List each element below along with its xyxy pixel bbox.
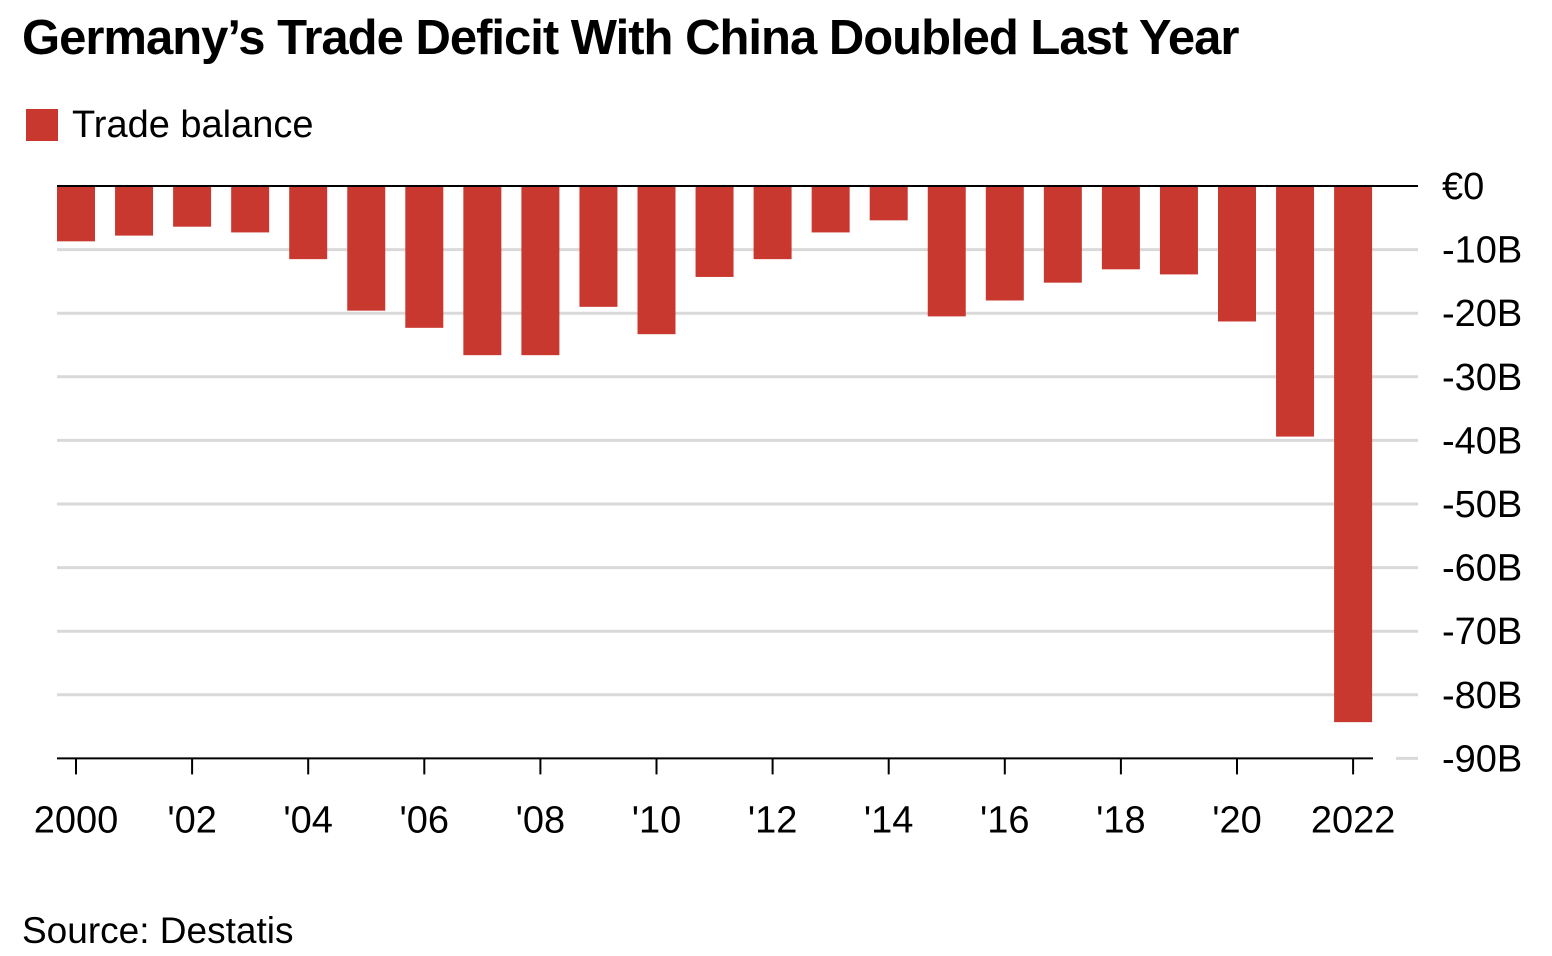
x-tick-label: 2022 xyxy=(1311,799,1396,841)
y-tick-label: -70B xyxy=(1442,611,1522,653)
bar xyxy=(753,186,792,260)
bar xyxy=(463,186,502,356)
bar xyxy=(347,186,386,311)
bar-chart: €0 -10B -20B -30B -40B -50B -60B -70B -80B -90B 2… xyxy=(34,166,1523,841)
y-tick-label: -30B xyxy=(1442,357,1522,399)
x-tick-labels: 2000 '02 '04 '06 '08 '10 '12 '14 '16 '18 '20 2022 xyxy=(34,799,1396,841)
x-tick-label: '06 xyxy=(400,799,450,841)
x-tick-label: '16 xyxy=(980,799,1030,841)
bar xyxy=(1334,186,1373,723)
y-tick-label: -40B xyxy=(1442,420,1522,462)
x-tick-label: '20 xyxy=(1212,799,1262,841)
x-tick-label: '12 xyxy=(748,799,798,841)
bar xyxy=(231,186,270,233)
x-tick-label: 2000 xyxy=(34,799,119,841)
y-tick-label: -90B xyxy=(1442,738,1522,780)
bar xyxy=(173,186,212,227)
y-tick-label: -80B xyxy=(1442,675,1522,717)
bar xyxy=(695,186,734,277)
bar xyxy=(521,186,560,356)
y-tick-label: -20B xyxy=(1442,293,1522,335)
bar xyxy=(985,186,1024,301)
x-tick-label: '14 xyxy=(864,799,914,841)
x-tick-label: '18 xyxy=(1096,799,1146,841)
legend-label: Trade balance xyxy=(72,104,314,146)
bar xyxy=(1101,186,1140,270)
bar xyxy=(405,186,444,328)
x-tick-label: '08 xyxy=(516,799,566,841)
bar xyxy=(869,186,908,221)
bar xyxy=(289,186,328,260)
x-tick-label: '02 xyxy=(167,799,217,841)
bar xyxy=(1159,186,1198,275)
bar xyxy=(1218,186,1256,322)
bar xyxy=(1043,186,1082,283)
x-tick-label: '04 xyxy=(283,799,333,841)
bar xyxy=(811,186,850,233)
bar xyxy=(57,186,95,242)
legend-swatch xyxy=(26,109,58,141)
chart-title: Germany’s Trade Deficit With China Doubl… xyxy=(22,11,1239,65)
bar xyxy=(637,186,676,335)
bars xyxy=(57,186,1373,723)
bar xyxy=(579,186,618,307)
bar xyxy=(927,186,966,317)
legend: Trade balance xyxy=(26,100,314,150)
y-tick-label: -10B xyxy=(1442,230,1522,272)
y-tick-label: €0 xyxy=(1442,166,1484,208)
bar xyxy=(1276,186,1315,437)
bar xyxy=(115,186,154,236)
y-tick-labels: €0 -10B -20B -30B -40B -50B -60B -70B -80B -90B xyxy=(1442,166,1522,780)
y-tick-label: -50B xyxy=(1442,484,1522,526)
x-tick-label: '10 xyxy=(632,799,682,841)
source-note: Source: Destatis xyxy=(22,910,294,951)
y-tick-label: -60B xyxy=(1442,548,1522,590)
gridlines xyxy=(57,248,1418,760)
axes xyxy=(57,185,1418,775)
